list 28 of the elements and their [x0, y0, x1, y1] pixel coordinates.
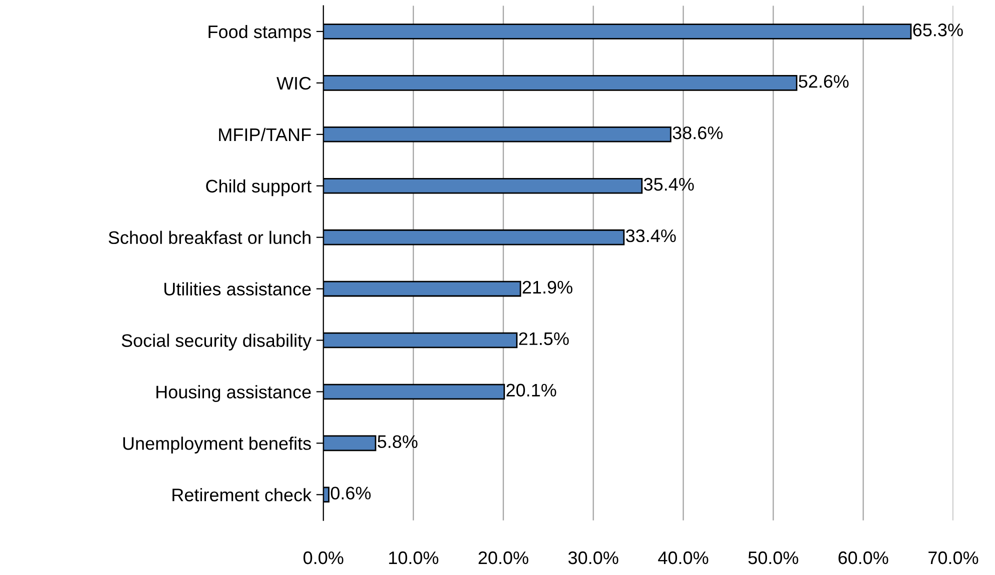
y-tick-label: Food stamps — [208, 24, 311, 42]
data-label: 52.6% — [798, 75, 849, 88]
y-tick-label: Retirement check — [172, 488, 312, 502]
data-label: 20.1% — [506, 384, 556, 397]
y-tick-label: School breakfast or lunch — [108, 230, 310, 244]
x-tick-label: 70.0% — [928, 551, 978, 564]
data-label: 33.4% — [626, 229, 676, 242]
data-label: 21.5% — [519, 332, 569, 346]
y-tick-label: Housing assistance — [156, 385, 311, 402]
x-tick-label: 50.0% — [748, 551, 798, 564]
y-tick-label: Social security disability — [122, 334, 312, 351]
data-label: 35.4% — [644, 178, 694, 191]
x-tick-label: 0.0% — [304, 551, 344, 564]
x-tick-label: 10.0% — [389, 551, 438, 564]
data-label: 21.9% — [522, 280, 572, 294]
data-label: 0.6% — [330, 486, 371, 500]
y-tick-label: WIC — [276, 76, 311, 90]
y-tick-label: Unemployment benefits — [123, 436, 311, 454]
x-tick-label: 20.0% — [478, 551, 528, 564]
data-label: 38.6% — [672, 126, 723, 140]
data-label: 5.8% — [378, 435, 418, 448]
y-tick-label: Child support — [206, 179, 312, 196]
x-tick-label: 60.0% — [838, 551, 888, 564]
x-tick-label: 30.0% — [568, 551, 618, 564]
y-tick-label: Utilities assistance — [164, 282, 311, 296]
data-label: 65.3% — [913, 24, 963, 36]
y-tick-label: MFIP/TANF — [219, 128, 311, 142]
x-tick-label: 40.0% — [658, 551, 708, 564]
